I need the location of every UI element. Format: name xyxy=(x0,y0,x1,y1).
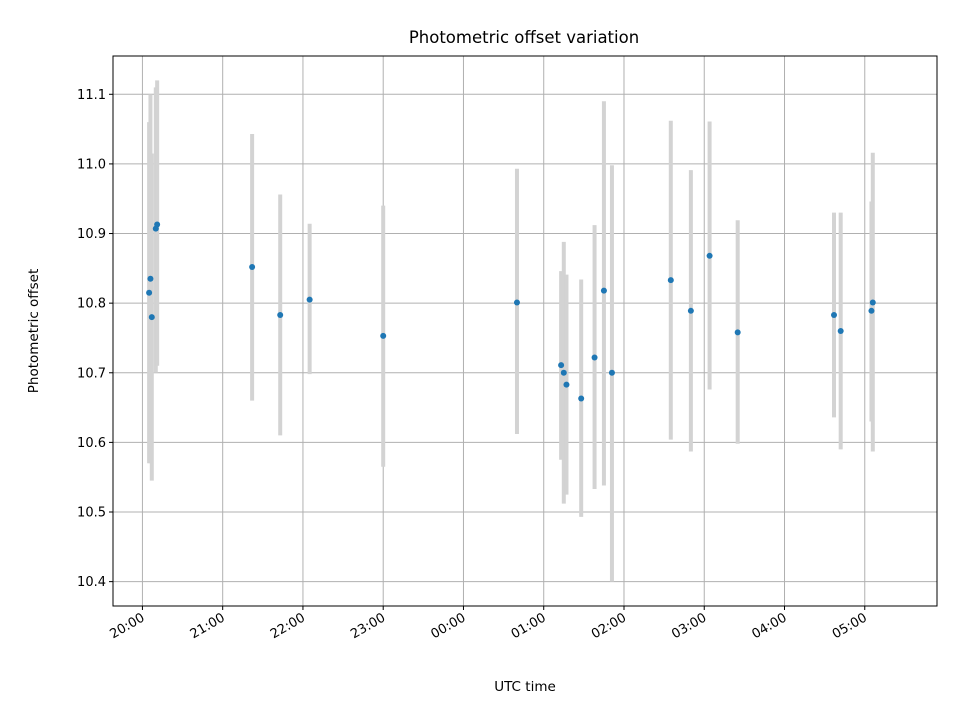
y-tick-label: 10.6 xyxy=(77,436,106,451)
data-point xyxy=(277,311,284,318)
data-point xyxy=(249,263,256,270)
y-tick-label: 11.0 xyxy=(77,157,106,172)
data-point xyxy=(706,252,713,259)
y-tick-label: 10.7 xyxy=(77,366,106,381)
data-point xyxy=(667,277,674,284)
data-point xyxy=(608,369,615,376)
data-point xyxy=(563,381,570,388)
data-point xyxy=(146,289,153,296)
data-point xyxy=(148,314,155,321)
data-point xyxy=(600,287,607,294)
data-points xyxy=(146,221,876,402)
y-axis-ticks: 10.4 10.5 10.6 10.7 10.8 10.9 11.0 11.1 xyxy=(77,88,113,590)
data-point xyxy=(306,296,313,303)
data-point xyxy=(687,307,694,314)
data-point xyxy=(869,299,876,306)
data-point xyxy=(154,221,161,228)
data-point xyxy=(868,307,875,314)
data-point xyxy=(558,362,565,369)
chart-title: Photometric offset variation xyxy=(409,28,639,47)
y-axis-label: Photometric offset xyxy=(26,269,42,393)
data-point xyxy=(578,395,585,402)
data-point xyxy=(831,311,837,318)
y-tick-label: 11.1 xyxy=(77,88,106,103)
y-tick-label: 10.5 xyxy=(77,506,106,521)
data-point xyxy=(734,329,741,336)
data-point xyxy=(147,275,154,282)
data-point xyxy=(837,328,844,334)
y-tick-label: 10.4 xyxy=(77,575,106,590)
y-tick-label: 10.8 xyxy=(77,297,106,312)
data-point xyxy=(380,332,387,339)
data-point xyxy=(591,354,598,361)
x-axis-label: UTC time xyxy=(494,679,556,695)
data-point xyxy=(560,369,567,376)
y-tick-label: 10.9 xyxy=(77,227,106,242)
data-point xyxy=(513,299,520,306)
plot-frame xyxy=(112,55,938,607)
